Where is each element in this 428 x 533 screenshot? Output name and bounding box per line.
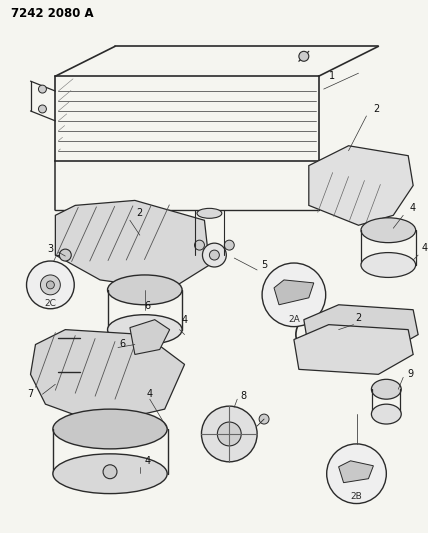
Text: 4: 4: [145, 456, 151, 466]
Circle shape: [217, 422, 241, 446]
Text: 5: 5: [261, 260, 267, 270]
Text: 2: 2: [355, 313, 362, 322]
Circle shape: [299, 51, 309, 61]
Circle shape: [41, 275, 60, 295]
Ellipse shape: [372, 404, 401, 424]
Ellipse shape: [372, 379, 401, 399]
Circle shape: [202, 243, 226, 267]
Ellipse shape: [197, 208, 222, 219]
Polygon shape: [55, 200, 209, 290]
Text: 1: 1: [329, 71, 335, 81]
Text: 7: 7: [27, 389, 34, 399]
Text: 3: 3: [48, 244, 54, 254]
Ellipse shape: [53, 454, 167, 494]
Text: 2A: 2A: [288, 315, 300, 324]
Ellipse shape: [107, 314, 182, 344]
Text: 2C: 2C: [45, 299, 56, 308]
Text: 2: 2: [373, 104, 380, 114]
Circle shape: [194, 240, 205, 250]
Circle shape: [39, 105, 46, 113]
Circle shape: [259, 414, 269, 424]
Polygon shape: [30, 329, 184, 424]
Circle shape: [209, 250, 220, 260]
Circle shape: [39, 85, 46, 93]
Polygon shape: [294, 325, 413, 374]
Text: 4: 4: [409, 204, 415, 213]
Circle shape: [46, 281, 54, 289]
Circle shape: [327, 444, 386, 504]
Polygon shape: [339, 461, 373, 483]
Text: 7242 2080 A: 7242 2080 A: [11, 7, 93, 20]
Text: 2B: 2B: [351, 492, 363, 501]
Text: 4: 4: [147, 389, 153, 399]
Polygon shape: [304, 305, 418, 354]
Text: 6: 6: [145, 301, 151, 311]
Circle shape: [59, 249, 71, 261]
Ellipse shape: [361, 253, 416, 278]
Polygon shape: [274, 280, 314, 305]
Ellipse shape: [361, 218, 416, 243]
Text: 4: 4: [181, 314, 187, 325]
Text: 2: 2: [137, 208, 143, 219]
Text: 6: 6: [119, 338, 125, 349]
Circle shape: [103, 465, 117, 479]
Ellipse shape: [107, 275, 182, 305]
Text: 8: 8: [240, 391, 246, 401]
Text: 9: 9: [407, 369, 413, 379]
Ellipse shape: [53, 409, 167, 449]
Polygon shape: [130, 320, 169, 354]
Circle shape: [202, 406, 257, 462]
Text: 4: 4: [422, 243, 428, 253]
Circle shape: [27, 261, 74, 309]
Circle shape: [262, 263, 326, 327]
Polygon shape: [309, 146, 413, 225]
Circle shape: [224, 240, 234, 250]
